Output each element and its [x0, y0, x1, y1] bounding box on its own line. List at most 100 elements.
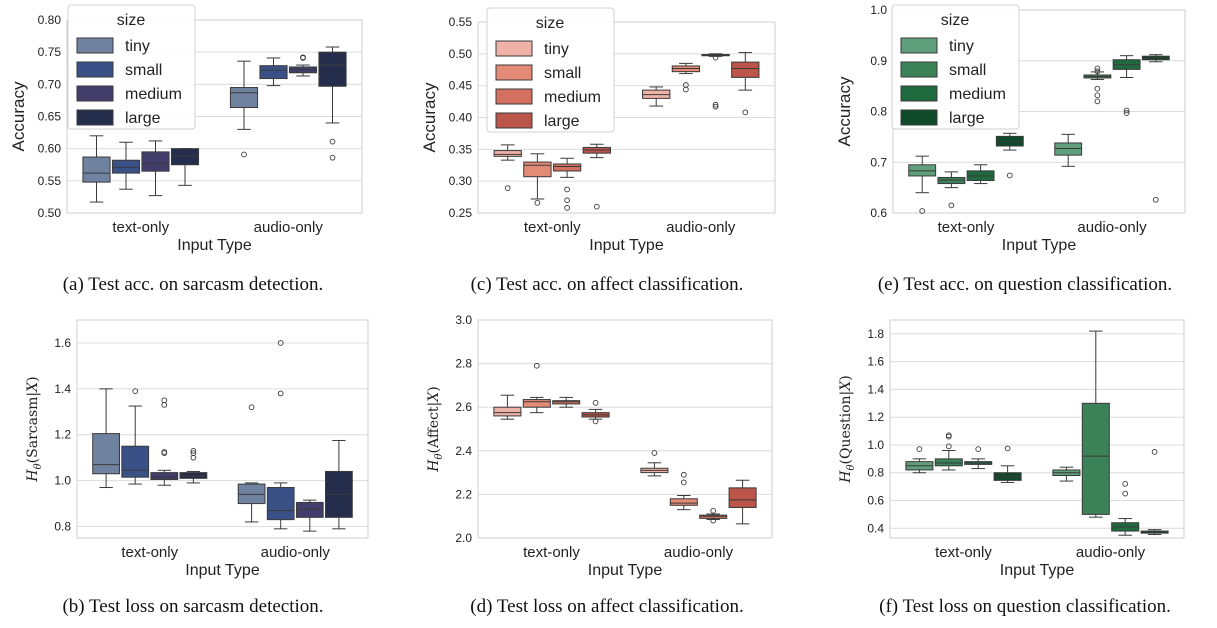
ytick-label: 0.8: [870, 105, 887, 119]
box-tiny-text-only: [905, 446, 934, 474]
box-iqr: [295, 501, 324, 518]
box-tiny-audio-only: [642, 86, 671, 107]
box-iqr: [82, 156, 111, 183]
ytick-label: 1.6: [54, 336, 71, 350]
outlier-point: [712, 103, 719, 110]
ytick-label: 0.6: [870, 206, 887, 220]
legend-swatch: [495, 112, 533, 129]
box-iqr: [121, 445, 150, 478]
ytick-label: 1.4: [867, 382, 884, 396]
ytick-label: 0.45: [449, 79, 473, 93]
xtick-label: text-only: [121, 544, 178, 561]
ytick-label: 3.0: [455, 313, 472, 327]
legend-title: size: [941, 12, 970, 29]
box-large-text-only: [581, 399, 610, 425]
box-tiny-audio-only: [237, 404, 266, 523]
xtick-label: audio-only: [1077, 219, 1147, 236]
y-axis-title-variable: Sarcasm: [25, 397, 41, 458]
box-iqr: [669, 498, 698, 506]
box-medium-audio-only: [288, 54, 318, 77]
outlier-point: [161, 449, 168, 455]
ytick-label: 0.50: [38, 206, 62, 220]
y-axis-title-part: X: [838, 380, 854, 392]
box-large-text-only: [179, 447, 208, 484]
outlier-point: [710, 517, 717, 524]
legend-swatch: [76, 109, 114, 126]
outlier-point: [742, 109, 749, 116]
legend: size tiny small medium large: [67, 4, 196, 130]
outlier-point: [1151, 449, 1158, 455]
y-axis-title-part: (: [838, 459, 854, 464]
box-iqr: [493, 406, 522, 417]
outlier-point: [680, 479, 687, 486]
box-iqr: [908, 164, 937, 177]
outlier-point: [329, 138, 336, 145]
x-axis-title: Input Type: [1000, 562, 1075, 579]
plot-frame: [477, 319, 773, 539]
box-small-audio-only: [1083, 65, 1112, 105]
outlier-point: [190, 447, 197, 454]
box-tiny-audio-only: [1054, 133, 1083, 167]
xtick-label: audio-only: [664, 544, 734, 561]
ytick-label: 2.6: [455, 400, 472, 414]
ytick-label: 0.25: [449, 206, 473, 220]
y-axis-title-part: θ: [846, 464, 857, 470]
ytick-label: 0.50: [449, 47, 473, 61]
chart-c: 0.25 0.30 0.35 0.40 0.45 0.50 0.55 text-only aud…: [420, 7, 776, 295]
x-axis-title: Input Type: [589, 237, 664, 254]
outlier-point: [945, 433, 952, 440]
outlier-point: [161, 397, 168, 404]
legend: size tiny small medium large: [891, 4, 1020, 130]
box-iqr: [150, 472, 179, 480]
legend-swatch: [900, 61, 938, 78]
outlier-point: [534, 199, 541, 206]
box-iqr: [1054, 142, 1083, 156]
outlier-point: [564, 186, 570, 193]
outlier-point: [592, 418, 599, 425]
ytick-label: 0.40: [449, 111, 473, 125]
ytick-label: 2.8: [455, 357, 472, 371]
box-small-audio-only: [1081, 330, 1110, 518]
ytick-label: 0.55: [449, 15, 473, 29]
outlier-point: [1094, 68, 1101, 75]
box-tiny-text-only: [908, 155, 937, 214]
xtick-label: audio-only: [666, 219, 736, 236]
legend-label: small: [949, 62, 986, 79]
outlier-point: [533, 362, 540, 369]
outlier-point: [710, 507, 717, 514]
ytick-label: 2.2: [455, 487, 472, 501]
outlier-point: [161, 402, 168, 408]
outlier-point: [1006, 172, 1013, 179]
outlier-point: [1004, 445, 1011, 452]
outlier-point: [132, 388, 139, 394]
outlier-point: [919, 208, 926, 214]
box-large-audio-only: [1141, 54, 1170, 203]
outlier-point: [1094, 65, 1101, 72]
outlier-point: [1123, 107, 1130, 114]
box-iqr: [259, 65, 288, 80]
box-large-audio-only: [1140, 449, 1169, 536]
outlier-point: [712, 54, 719, 61]
outlier-point: [564, 205, 570, 211]
outlier-point: [916, 446, 923, 452]
ytick-label: 1.0: [870, 3, 887, 17]
box-iqr: [493, 150, 522, 157]
box-medium-audio-only: [1112, 55, 1141, 116]
outlier-point: [1123, 110, 1130, 116]
legend-label: tiny: [949, 38, 974, 55]
box-medium-text-only: [552, 157, 582, 211]
ytick-label: 1.0: [867, 438, 884, 452]
ytick-label: 1.4: [54, 382, 71, 396]
legend-swatch: [495, 64, 533, 81]
legend-label: medium: [544, 89, 601, 106]
outlier-point: [300, 54, 306, 61]
y-axis-title-variable: Question: [838, 395, 854, 459]
box-medium-audio-only: [295, 499, 324, 532]
outlier-point: [1094, 85, 1101, 92]
box-small-text-only: [111, 141, 141, 190]
box-iqr: [229, 87, 259, 108]
ytick-label: 1.6: [867, 355, 884, 369]
legend-label: small: [544, 65, 581, 82]
y-axis-title-part: H: [838, 470, 854, 484]
legend-swatch: [495, 88, 533, 105]
